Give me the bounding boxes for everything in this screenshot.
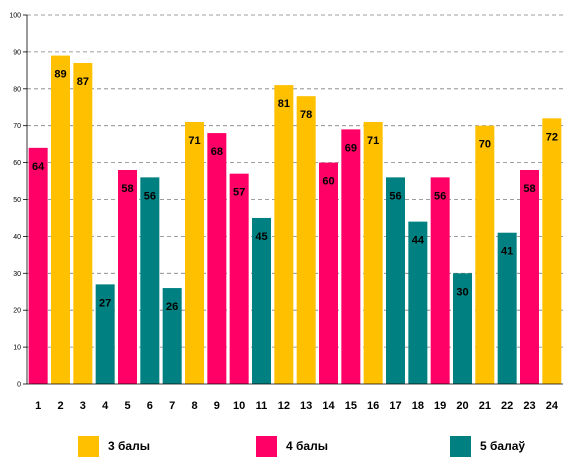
x-tick-label: 16 xyxy=(367,400,379,412)
x-tick-label: 15 xyxy=(345,400,357,412)
data-label: 57 xyxy=(233,187,245,199)
data-label: 71 xyxy=(367,135,379,147)
x-tick-label: 5 xyxy=(124,400,130,412)
legend-swatch-5-balau xyxy=(450,435,471,457)
bar xyxy=(296,96,316,385)
x-tick-label: 12 xyxy=(278,400,290,412)
bars: 64 89 87 27 58 56 26 71 68 57 45 81 78 60 69 71 56 44 56 30… xyxy=(28,55,562,385)
data-label: 56 xyxy=(144,190,156,202)
bar xyxy=(51,55,70,385)
x-tick-label: 3 xyxy=(80,400,86,412)
legend-label-4-baly: 4 балы xyxy=(286,439,328,453)
data-label: 71 xyxy=(188,135,200,147)
x-tick-label: 18 xyxy=(412,400,424,412)
bar xyxy=(363,122,383,384)
bar xyxy=(207,133,227,384)
x-tick-label: 23 xyxy=(523,400,535,412)
data-label: 81 xyxy=(278,98,290,110)
x-tick-label: 1 xyxy=(35,400,41,412)
data-label: 56 xyxy=(434,190,446,202)
y-tick-label: 30 xyxy=(13,271,21,278)
x-tick-label: 9 xyxy=(214,400,220,412)
x-tick-label: 10 xyxy=(233,400,245,412)
bar xyxy=(28,147,48,384)
legend-label-3-baly: 3 балы xyxy=(108,439,150,453)
bar xyxy=(430,177,450,384)
data-label: 58 xyxy=(523,183,535,195)
data-label: 89 xyxy=(54,69,66,81)
data-label: 87 xyxy=(77,76,89,88)
x-tick-label: 21 xyxy=(479,400,491,412)
legend-item-4-baly: 4 балы xyxy=(256,433,328,459)
x-tick-label: 22 xyxy=(501,400,513,412)
bar xyxy=(386,177,405,384)
y-tick-label: 100 xyxy=(9,13,21,20)
bar xyxy=(453,273,472,384)
data-label: 44 xyxy=(412,235,425,247)
x-tick-label: 7 xyxy=(169,400,175,412)
y-tick-label: 20 xyxy=(13,308,21,315)
data-label: 26 xyxy=(166,301,178,313)
data-label: 56 xyxy=(389,190,401,202)
x-tick-label: 20 xyxy=(456,400,468,412)
x-tick-label: 13 xyxy=(300,400,312,412)
x-tick-label: 8 xyxy=(191,400,197,412)
x-tick-label: 2 xyxy=(57,400,63,412)
bar xyxy=(520,169,539,384)
y-tick-label: 60 xyxy=(13,160,21,167)
data-label: 70 xyxy=(479,139,491,151)
data-label: 69 xyxy=(345,142,357,154)
y-tick-label: 50 xyxy=(13,197,21,204)
x-tick-label: 6 xyxy=(147,400,153,412)
legend-swatch-4-baly xyxy=(256,435,277,457)
y-tick-label: 90 xyxy=(13,49,21,56)
legend-item-3-baly: 3 балы xyxy=(78,433,150,459)
bar xyxy=(408,221,428,384)
bar xyxy=(95,284,115,384)
bar xyxy=(274,85,294,385)
bar xyxy=(341,129,361,384)
bar xyxy=(497,232,517,384)
bar xyxy=(162,288,182,384)
data-label: 30 xyxy=(456,286,468,298)
data-label: 64 xyxy=(32,161,45,173)
bar xyxy=(140,177,160,384)
legend-swatch-3-baly xyxy=(78,435,99,457)
x-axis: 1 2 3 4 5 6 7 8 9 10 11 12 13 14 15 16 17 18 19 20 21 22 23 24 xyxy=(27,383,563,412)
y-tick-label: 10 xyxy=(13,345,21,352)
y-tick-label: 40 xyxy=(13,234,21,241)
data-label: 41 xyxy=(501,246,513,258)
bar xyxy=(319,162,338,384)
data-label: 45 xyxy=(255,231,267,243)
gridlines xyxy=(27,14,563,348)
data-label: 58 xyxy=(121,183,133,195)
bar xyxy=(118,169,137,384)
x-tick-label: 19 xyxy=(434,400,446,412)
x-tick-label: 24 xyxy=(546,400,559,412)
bar xyxy=(252,217,271,384)
data-label: 60 xyxy=(322,176,334,188)
data-label: 68 xyxy=(211,146,223,158)
bar xyxy=(229,173,249,384)
y-tick-label: 0 xyxy=(17,382,21,389)
bar xyxy=(185,122,204,384)
bar xyxy=(542,118,562,384)
legend-label-5-balau: 5 балаў xyxy=(480,439,526,453)
y-tick-label: 70 xyxy=(13,123,21,130)
x-tick-label: 11 xyxy=(256,400,268,412)
y-tick-label: 80 xyxy=(13,86,21,93)
legend-item-5-balau: 5 балаў xyxy=(450,433,525,459)
y-axis: 0 10 20 30 40 50 60 70 80 90 100 xyxy=(9,13,28,389)
bar xyxy=(73,62,93,384)
x-tick-label: 14 xyxy=(322,400,335,412)
x-tick-label: 4 xyxy=(102,400,109,412)
x-tick-label: 17 xyxy=(389,400,401,412)
data-label: 78 xyxy=(300,109,312,121)
data-label: 72 xyxy=(546,131,558,143)
data-label: 27 xyxy=(99,297,111,309)
bar xyxy=(475,125,495,384)
